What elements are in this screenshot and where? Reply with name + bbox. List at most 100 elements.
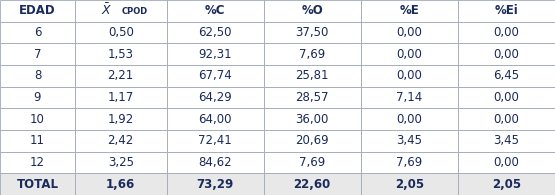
Bar — [166, 43, 264, 65]
Text: 64,29: 64,29 — [198, 91, 232, 104]
Bar — [166, 65, 264, 87]
Bar — [458, 108, 555, 130]
Bar — [264, 87, 361, 108]
Bar — [361, 108, 458, 130]
Bar — [166, 87, 264, 108]
Text: 72,41: 72,41 — [198, 134, 232, 147]
Bar — [0, 130, 75, 152]
Bar — [361, 152, 458, 173]
Bar — [361, 0, 458, 22]
Bar — [75, 22, 166, 43]
Text: 2,21: 2,21 — [108, 69, 134, 82]
Bar — [75, 108, 166, 130]
Text: 0,00: 0,00 — [493, 48, 519, 61]
Text: 92,31: 92,31 — [198, 48, 232, 61]
Text: 0,00: 0,00 — [493, 26, 519, 39]
Text: 2,42: 2,42 — [108, 134, 134, 147]
Bar — [264, 173, 361, 195]
Bar — [264, 152, 361, 173]
Text: 7: 7 — [34, 48, 41, 61]
Text: 0,00: 0,00 — [493, 91, 519, 104]
Text: 7,69: 7,69 — [396, 156, 422, 169]
Text: 64,00: 64,00 — [198, 113, 232, 126]
Text: 3,25: 3,25 — [108, 156, 134, 169]
Bar — [264, 0, 361, 22]
Bar — [458, 87, 555, 108]
Text: 0,00: 0,00 — [396, 113, 422, 126]
Bar — [458, 22, 555, 43]
Bar — [0, 0, 75, 22]
Bar — [458, 173, 555, 195]
Bar — [166, 152, 264, 173]
Text: EDAD: EDAD — [19, 4, 56, 17]
Bar — [75, 130, 166, 152]
Bar — [361, 65, 458, 87]
Text: 0,50: 0,50 — [108, 26, 134, 39]
Bar — [0, 108, 75, 130]
Bar — [0, 65, 75, 87]
Text: %E: %E — [400, 4, 419, 17]
Text: 84,62: 84,62 — [198, 156, 232, 169]
Text: 0,00: 0,00 — [493, 113, 519, 126]
Bar — [75, 0, 166, 22]
Text: 6: 6 — [34, 26, 41, 39]
Bar — [166, 108, 264, 130]
Bar — [75, 152, 166, 173]
Bar — [458, 43, 555, 65]
Text: 2,05: 2,05 — [395, 178, 424, 191]
Text: 0,00: 0,00 — [396, 26, 422, 39]
Bar — [75, 173, 166, 195]
Bar — [264, 65, 361, 87]
Bar — [264, 130, 361, 152]
Bar — [0, 22, 75, 43]
Bar — [0, 173, 75, 195]
Text: 0,00: 0,00 — [396, 69, 422, 82]
Text: 7,69: 7,69 — [299, 48, 325, 61]
Text: 10: 10 — [30, 113, 45, 126]
Bar — [458, 0, 555, 22]
Text: 20,69: 20,69 — [295, 134, 329, 147]
Bar — [361, 22, 458, 43]
Bar — [75, 87, 166, 108]
Bar — [264, 108, 361, 130]
Bar — [75, 43, 166, 65]
Text: 62,50: 62,50 — [198, 26, 232, 39]
Text: 73,29: 73,29 — [196, 178, 234, 191]
Text: 9: 9 — [34, 91, 41, 104]
Text: 3,45: 3,45 — [493, 134, 519, 147]
Text: 0,00: 0,00 — [396, 48, 422, 61]
Text: 8: 8 — [34, 69, 41, 82]
Text: CPOD: CPOD — [122, 7, 148, 16]
Text: %C: %C — [205, 4, 225, 17]
Text: 1,92: 1,92 — [108, 113, 134, 126]
Text: 1,66: 1,66 — [106, 178, 135, 191]
Bar — [0, 87, 75, 108]
Text: 7,14: 7,14 — [396, 91, 422, 104]
Bar — [361, 130, 458, 152]
Bar — [264, 22, 361, 43]
Bar — [75, 65, 166, 87]
Text: 3,45: 3,45 — [396, 134, 422, 147]
Text: TOTAL: TOTAL — [17, 178, 58, 191]
Bar — [264, 43, 361, 65]
Bar — [361, 173, 458, 195]
Text: 12: 12 — [30, 156, 45, 169]
Bar — [166, 22, 264, 43]
Text: %Ei: %Ei — [495, 4, 518, 17]
Bar — [361, 43, 458, 65]
Bar — [166, 130, 264, 152]
Text: 67,74: 67,74 — [198, 69, 232, 82]
Bar — [166, 0, 264, 22]
Bar — [458, 65, 555, 87]
Text: 2,05: 2,05 — [492, 178, 521, 191]
Bar — [0, 43, 75, 65]
Bar — [361, 87, 458, 108]
Bar — [458, 152, 555, 173]
Text: 37,50: 37,50 — [295, 26, 329, 39]
Text: 1,53: 1,53 — [108, 48, 134, 61]
Bar — [166, 173, 264, 195]
Text: 0,00: 0,00 — [493, 156, 519, 169]
Text: 36,00: 36,00 — [295, 113, 329, 126]
Bar — [458, 130, 555, 152]
Text: 1,17: 1,17 — [108, 91, 134, 104]
